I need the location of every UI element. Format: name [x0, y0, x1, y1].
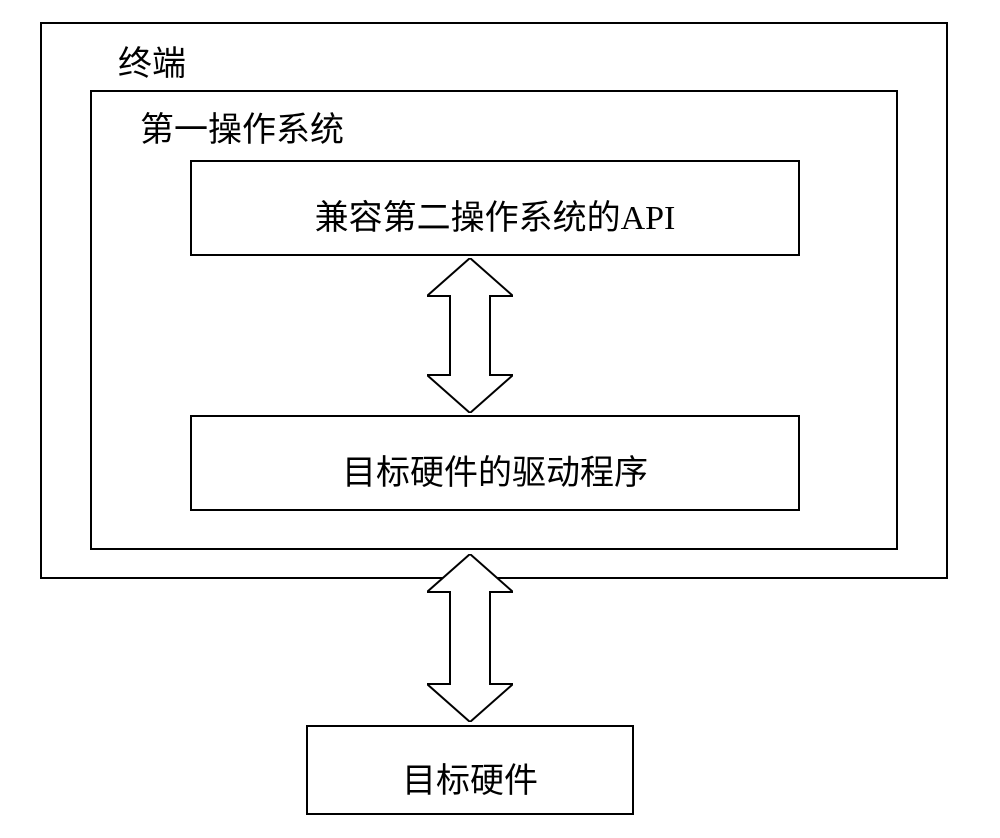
- api-label: 兼容第二操作系统的API: [192, 190, 798, 239]
- hardware-label: 目标硬件: [308, 753, 632, 802]
- diagram-canvas: 终端 第一操作系统 兼容第二操作系统的API 目标硬件的驱动程序 目标硬件: [0, 0, 1000, 838]
- driver-box: 目标硬件的驱动程序: [190, 415, 800, 511]
- bidirectional-arrow-icon: [427, 554, 513, 722]
- driver-label: 目标硬件的驱动程序: [192, 445, 798, 494]
- terminal-label: 终端: [118, 36, 186, 85]
- hardware-box: 目标硬件: [306, 725, 634, 815]
- api-box: 兼容第二操作系统的API: [190, 160, 800, 256]
- bidirectional-arrow-icon: [427, 258, 513, 413]
- first-os-label: 第一操作系统: [140, 102, 344, 151]
